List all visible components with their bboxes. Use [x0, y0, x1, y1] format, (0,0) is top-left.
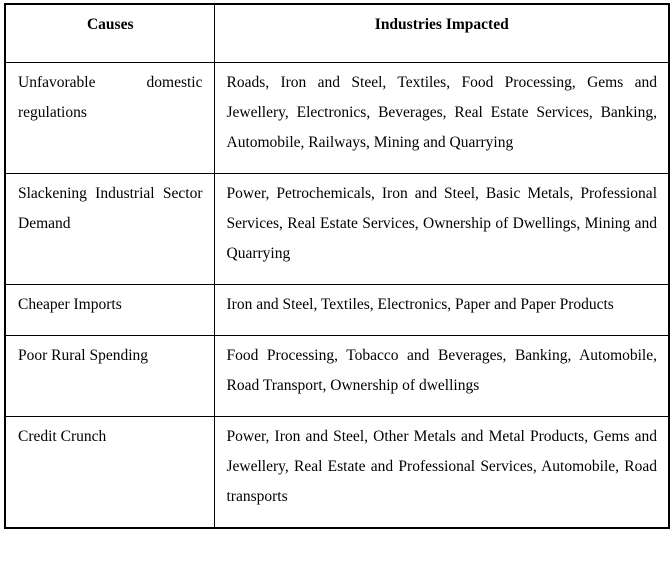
document-page: Causes Industries Impacted Unfavorable d… — [4, 3, 670, 529]
industries-cell: Roads, Iron and Steel, Textiles, Food Pr… — [213, 61, 670, 174]
column-header-causes: Causes — [4, 3, 215, 63]
industries-cell: Power, Iron and Steel, Other Metals and … — [213, 415, 670, 528]
cause-cell: Credit Crunch — [4, 415, 215, 528]
industries-cell: Food Processing, Tobacco and Beverages, … — [213, 334, 670, 417]
table-row: Credit Crunch Power, Iron and Steel, Oth… — [4, 415, 670, 528]
cause-cell: Slackening Industrial Sector Demand — [4, 172, 215, 285]
table-row: Cheaper Imports Iron and Steel, Textiles… — [4, 283, 670, 336]
table-row: Poor Rural Spending Food Processing, Tob… — [4, 334, 670, 417]
cause-cell: Poor Rural Spending — [4, 334, 215, 417]
table-header-row: Causes Industries Impacted — [4, 3, 670, 63]
column-header-industries-impacted: Industries Impacted — [213, 3, 670, 63]
causes-industries-table: Causes Industries Impacted Unfavorable d… — [4, 3, 670, 529]
cause-cell: Cheaper Imports — [4, 283, 215, 336]
table-row: Slackening Industrial Sector Demand Powe… — [4, 172, 670, 285]
table-row: Unfavorable domestic regulations Roads, … — [4, 61, 670, 174]
industries-cell: Power, Petrochemicals, Iron and Steel, B… — [213, 172, 670, 285]
cause-cell: Unfavorable domestic regulations — [4, 61, 215, 174]
industries-cell: Iron and Steel, Textiles, Electronics, P… — [213, 283, 670, 336]
